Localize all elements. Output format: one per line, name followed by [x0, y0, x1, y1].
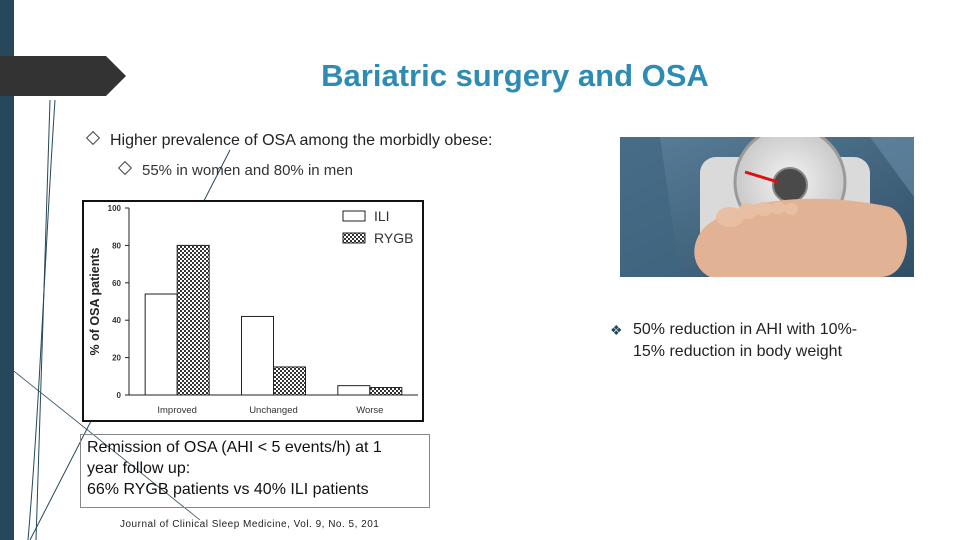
bar-ili-improved: [144, 293, 178, 396]
diamond-star-bullet-icon: ❖: [610, 322, 623, 338]
y-tick-label: 40: [112, 316, 121, 325]
legend-label: ILI: [374, 208, 390, 224]
slide-title: Bariatric surgery and OSA: [321, 58, 709, 93]
chart-svg: 0 20 40 60 80 100 % of OSA patients Improved Unc…: [88, 204, 418, 416]
bullet-text: Higher prevalence of OSA among the morbi…: [110, 132, 493, 149]
y-axis-label: % of OSA patients: [88, 248, 102, 356]
x-tick-label: Worse: [356, 405, 383, 416]
bullet-prevalence: Higher prevalence of OSA among the morbi…: [85, 130, 493, 150]
legend-swatch-rygb: [342, 232, 366, 244]
x-tick-label: Improved: [157, 405, 197, 416]
diamond-bullet-icon: [117, 160, 133, 176]
diamond-bullet-icon: [85, 130, 101, 146]
caption-line: year follow up:: [87, 460, 191, 477]
legend-label: RYGB: [374, 230, 413, 246]
title-tab-marker: [0, 56, 126, 96]
note-line: 50% reduction in AHI with 10%-: [633, 321, 858, 338]
journal-citation: Journal of Clinical Sleep Medicine, Vol.…: [120, 519, 380, 530]
bar-rygb-worse: [369, 387, 403, 396]
y-tick-label: 80: [112, 241, 121, 250]
bar-rygb-unchanged: [273, 366, 306, 396]
y-tick-label: 0: [117, 391, 122, 400]
bar-ili-unchanged: [241, 315, 274, 396]
caption-line: 66% RYGB patients vs 40% ILI patients: [87, 481, 369, 498]
y-tick-label: 100: [108, 204, 122, 213]
bar-ili-worse: [337, 385, 371, 396]
bathroom-scale-feet-photo: [620, 137, 914, 277]
x-tick-label: Unchanged: [249, 405, 298, 416]
note-line: 15% reduction in body weight: [633, 343, 843, 360]
left-accent-bar: [0, 0, 14, 540]
caption-line: Remission of OSA (AHI < 5 events/h) at 1: [87, 439, 382, 456]
bar-rygb-improved: [176, 244, 210, 396]
remission-caption: Remission of OSA (AHI < 5 events/h) at 1…: [80, 434, 430, 508]
y-tick-label: 20: [112, 354, 121, 363]
legend-swatch-ili: [342, 210, 366, 222]
bullet-sex-breakdown: 55% in women and 80% in men: [117, 160, 353, 179]
osa-outcome-chart: 0 20 40 60 80 100 % of OSA patients Improved Unc…: [82, 200, 424, 422]
bullet-text: 55% in women and 80% in men: [142, 162, 353, 179]
ahi-reduction-note: ❖ 50% reduction in AHI with 10%- 15% red…: [610, 319, 857, 363]
y-tick-label: 60: [112, 279, 121, 288]
